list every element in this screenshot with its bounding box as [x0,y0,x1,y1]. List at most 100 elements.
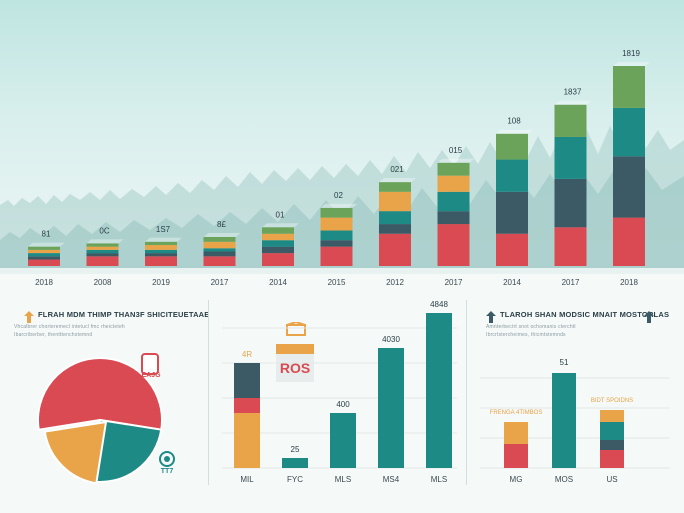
recycle-icon [158,450,176,473]
mid-category-label-3: MS4 [383,475,400,484]
top-bar-2-segment-2 [145,249,177,254]
top-category-label-10: 2018 [620,278,638,287]
top-category-label-4: 2014 [269,278,287,287]
right-category-label-1: MOS [555,475,573,484]
top-category-label-5: 2015 [328,278,346,287]
top-bar-cap-7 [437,158,475,163]
top-bar-0-segment-3 [28,249,60,254]
top-bar-2-segment-3 [145,245,177,250]
right-bar-2-segment-0 [600,450,624,468]
thermometer-icon [138,352,162,381]
top-bar-8-segment-4 [496,133,528,160]
top-bar-5-segment-3 [320,217,353,231]
top-bar-8-segment-0 [496,233,528,266]
top-bar-9-segment-2 [554,136,587,179]
top-bar-0-segment-0 [28,259,60,266]
mid-bar-value-label-4: 4848 [430,300,448,309]
top-bar-cap-5 [320,203,358,208]
top-bar-4-segment-3 [262,233,294,241]
mid-category-label-0: MIL [240,475,254,484]
top-bar-value-label-10: 1819 [622,49,640,58]
top-bar-value-label-7: 015 [449,146,463,155]
top-bar-cap-1 [86,239,124,244]
top-bar-7-segment-2 [437,191,470,212]
top-bar-6-segment-0 [379,233,411,266]
right-bar-1-segment-0 [552,373,576,468]
pie-badge-1: EAJG [141,372,161,379]
pie-slice-0 [37,357,163,431]
right-category-label-2: US [606,475,617,484]
top-bar-10-segment-0 [613,217,645,266]
right-bar-value-label-0: FRENGA 4TIMBOS [490,410,543,416]
top-bar-1-segment-0 [86,256,119,266]
top-bar-1-segment-3 [86,246,119,250]
mid-bar-0-segment-2 [234,363,260,398]
ground-strip [0,266,684,274]
mid-bar-2-segment-0 [330,413,356,468]
divider-1 [208,300,209,485]
mid-bar-value-label-0: 4R [242,350,252,359]
top-bar-value-label-8: 108 [507,117,521,126]
top-bar-4-segment-4 [262,227,294,234]
top-bar-value-label-9: 1837 [564,88,582,97]
top-bar-value-label-3: 8£ [217,220,226,229]
mid-bar-value-label-1: 25 [291,445,300,454]
top-bar-cap-6 [379,178,416,183]
mid-category-label-2: MLS [335,475,351,484]
right-bar-value-label-2: BIDT SPOIDNS [591,398,633,404]
top-bar-value-label-5: 02 [334,191,343,200]
right-bar-2-segment-3 [600,410,624,422]
right-header-line-2: Amnterbectrt snot ochomanis cterchtl [486,324,576,330]
top-bar-3-segment-2 [203,248,236,252]
top-bar-cap-8 [496,129,533,134]
top-bar-0-segment-4 [28,246,60,250]
right-header-title: TLAROH SHAN MODSIC MNAIT MOSTORLAS [500,310,670,319]
top-bar-8-segment-2 [496,159,528,192]
top-bar-1-segment-4 [86,243,119,247]
top-bar-5-segment-4 [320,207,353,218]
top-bar-4-segment-0 [262,253,294,266]
right-header-line-3: Ibrcrtstercheimes, thicmtstemnds [486,332,566,338]
top-bar-5-segment-0 [320,246,353,266]
top-bar-cap-10 [613,62,650,66]
top-bar-3-segment-1 [203,251,236,257]
top-bar-2-segment-0 [145,256,177,266]
top-bar-4-segment-2 [262,240,294,247]
top-bar-0-segment-2 [28,253,60,257]
mid-bar-1-segment-0 [282,458,308,468]
top-bar-6-segment-2 [379,211,411,225]
top-category-label-7: 2017 [445,278,463,287]
mid-bar-3-segment-0 [378,348,404,468]
top-bar-value-label-6: 021 [390,165,404,174]
top-bar-3-segment-3 [203,241,236,249]
right-bar-0-segment-1 [504,422,528,444]
mid-bar-value-label-3: 4030 [382,335,400,344]
top-bar-10-segment-1 [613,156,645,218]
top-bar-4-segment-1 [262,246,294,254]
top-bar-7-segment-1 [437,211,470,225]
right-bar-value-label-1: 51 [560,358,569,367]
pie-chart [37,357,163,485]
divider-2 [466,300,467,485]
top-bar-5-segment-1 [320,240,353,247]
pie-header-line-3: Ibarcriberber, thentttenchstemnd [14,332,93,338]
top-bar-1-segment-2 [86,249,119,254]
top-category-label-3: 2017 [211,278,229,287]
top-bar-6-segment-3 [379,191,411,212]
top-bar-cap-9 [554,100,592,105]
top-bar-5-segment-2 [320,230,353,241]
top-bar-9-segment-0 [554,227,587,266]
middle-bar-chart: 4R MIL 25 FYC 400 MLS 4030 MS4 4848 MLS [222,300,457,484]
box-icon [286,321,306,341]
top-bar-value-label-2: 1S7 [156,225,171,234]
top-bar-1-segment-1 [86,253,119,257]
top-bar-value-label-0: 81 [42,230,51,239]
up-arrow-icon-2 [486,310,496,328]
top-bar-2-segment-1 [145,253,177,257]
mid-category-label-1: FYC [287,475,303,484]
top-bar-7-segment-4 [437,162,470,176]
top-bar-2-segment-4 [145,241,177,246]
right-bar-0-segment-0 [504,444,528,468]
pie-slice-2 [43,420,108,485]
right-bar-2-segment-1 [600,440,624,450]
